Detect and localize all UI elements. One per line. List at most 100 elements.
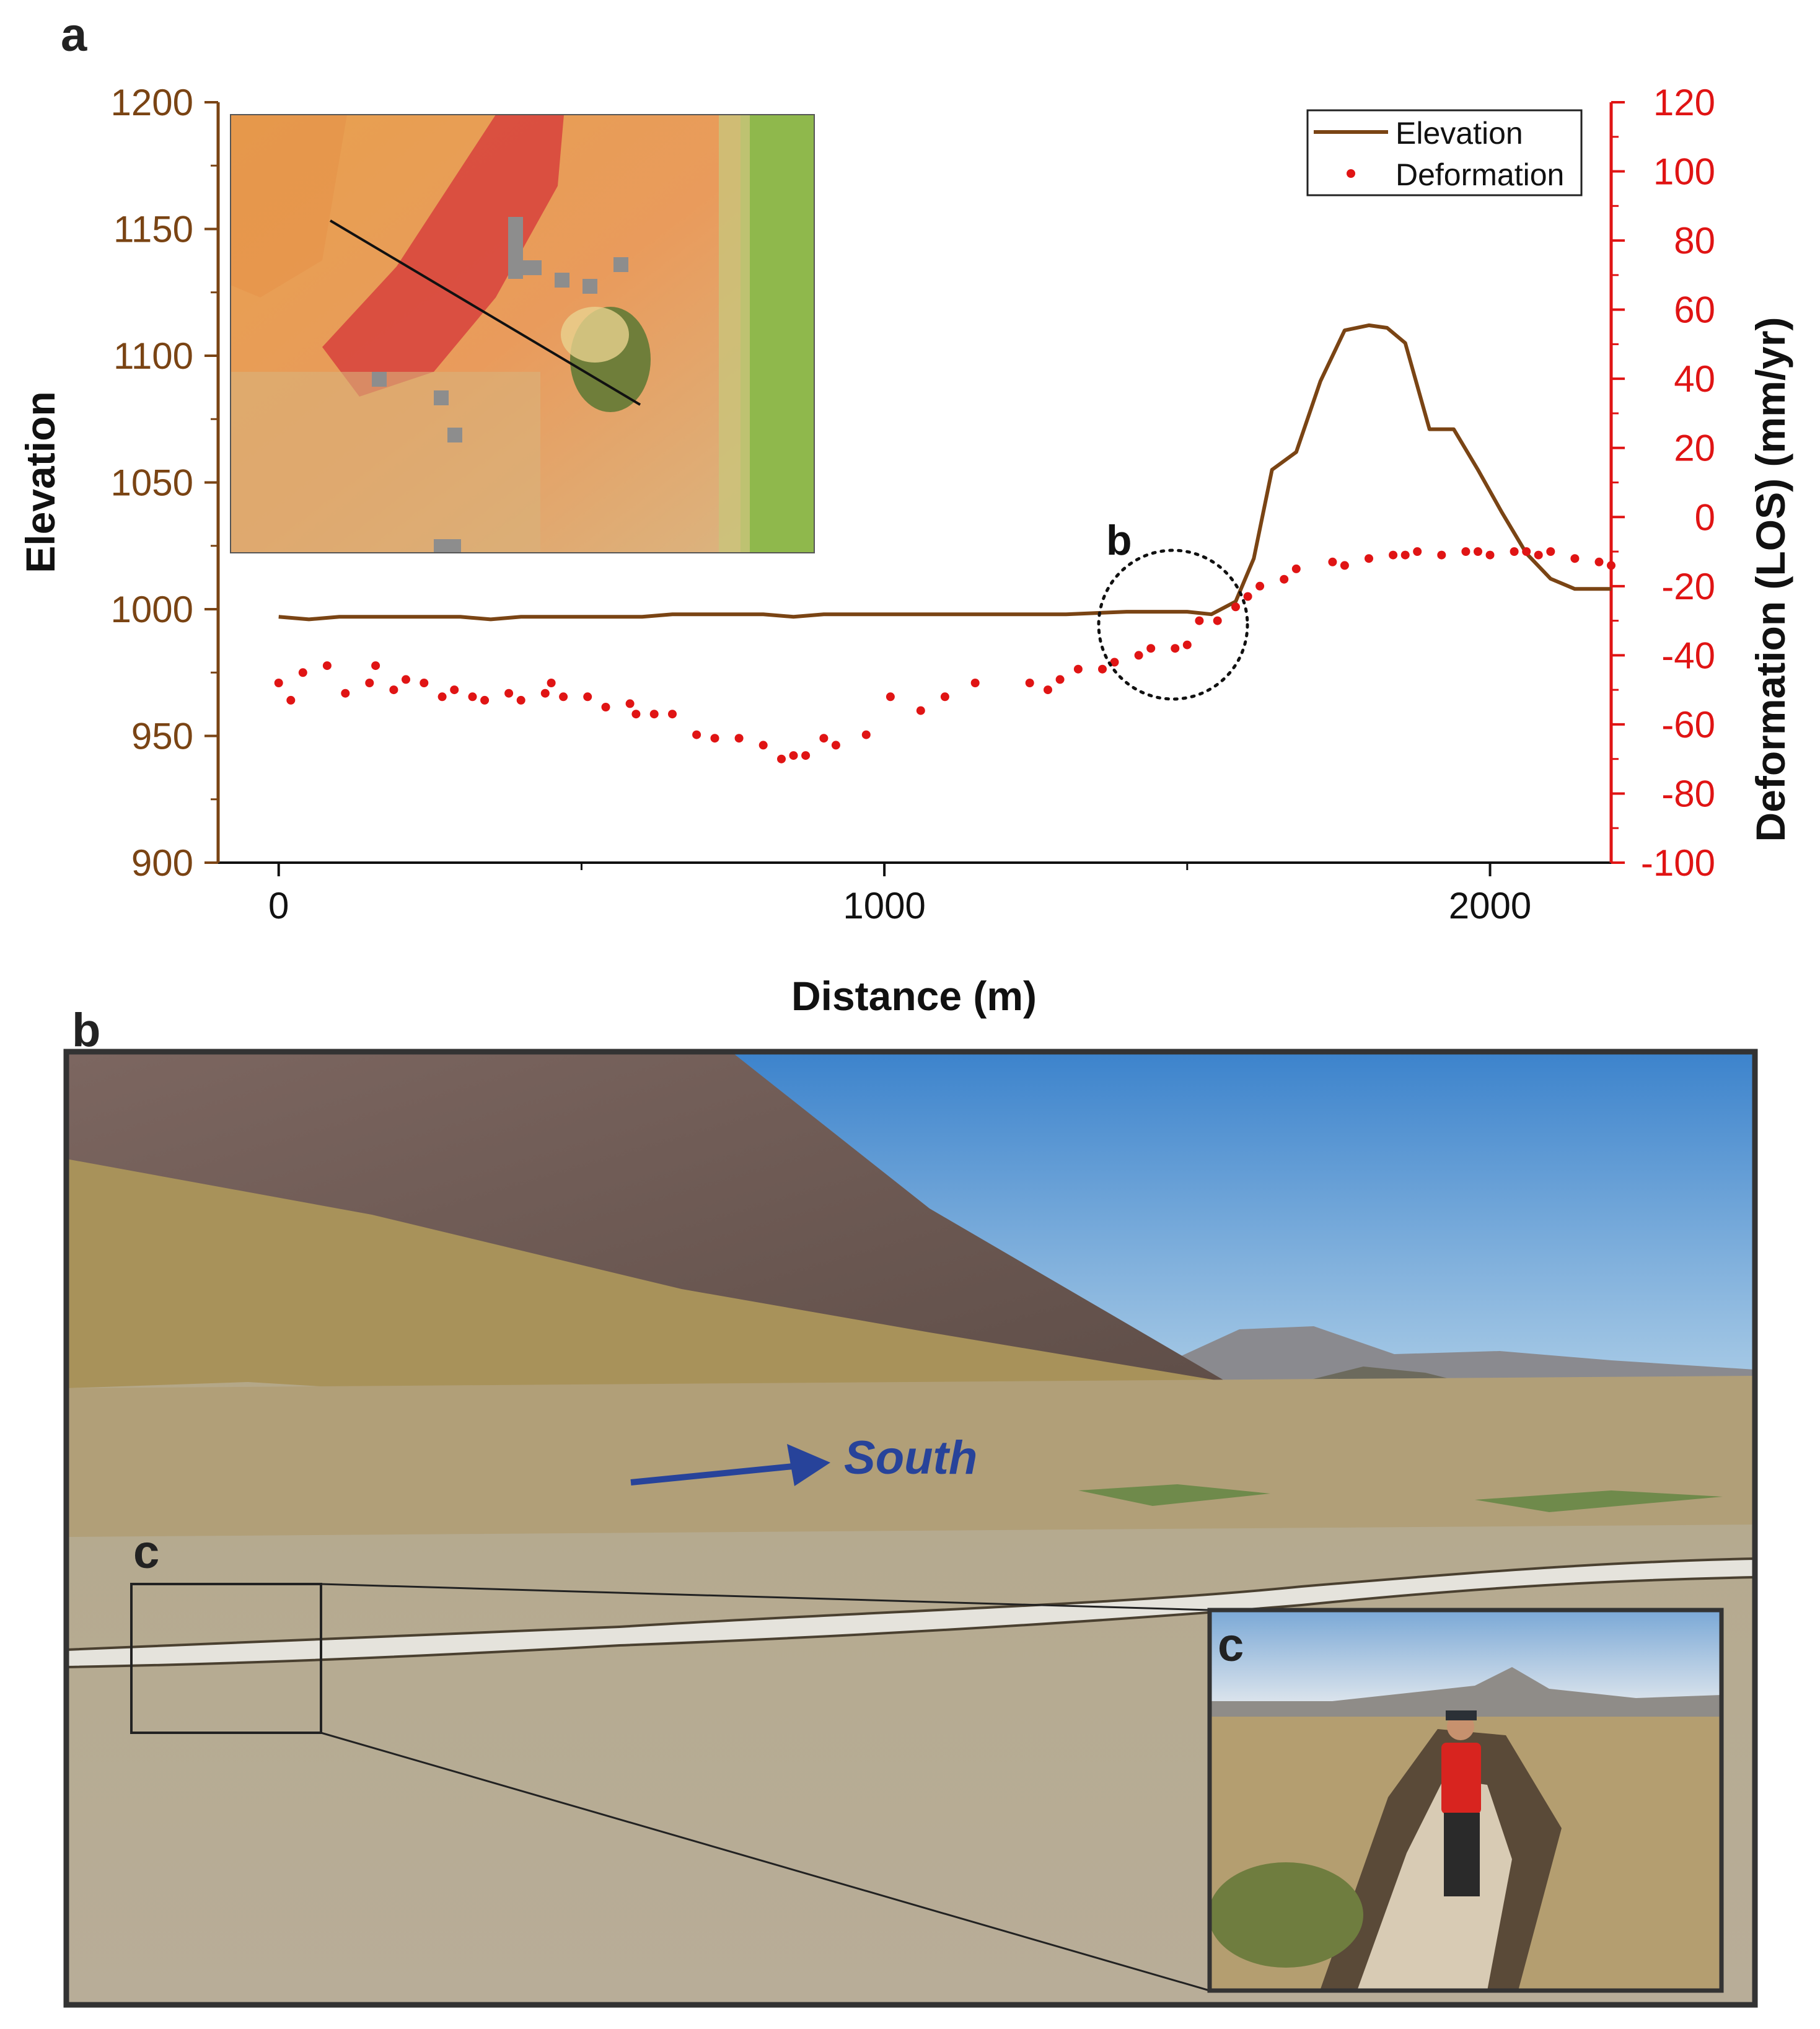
deformation-point xyxy=(322,661,332,671)
deformation-point xyxy=(1171,644,1180,653)
deformation-point xyxy=(1522,547,1531,556)
deformation-point xyxy=(274,679,283,687)
deformation-point xyxy=(777,754,786,764)
south-arrow xyxy=(630,1444,830,1486)
x-tick-label: 0 xyxy=(268,885,289,926)
deformation-point xyxy=(1594,557,1604,566)
deformation-point xyxy=(583,692,592,702)
deformation-point xyxy=(819,734,829,743)
deformation-point xyxy=(468,692,477,702)
deformation-point xyxy=(371,661,380,671)
deformation-point xyxy=(365,679,374,687)
deformation-point xyxy=(298,668,307,677)
deformation-point xyxy=(631,710,641,719)
deformation-point xyxy=(1280,574,1289,584)
x-axis-title: Distance (m) xyxy=(791,973,1037,1019)
deformation-point xyxy=(504,689,514,698)
deformation-point xyxy=(831,741,840,750)
deformation-point xyxy=(540,689,550,698)
deformation-point xyxy=(668,710,677,719)
legend-deformation-swatch xyxy=(1347,169,1355,178)
x-tick-label: 2000 xyxy=(1449,885,1531,926)
elevation-line xyxy=(278,323,1611,622)
deformation-point xyxy=(710,734,719,743)
deformation-point xyxy=(1365,554,1373,563)
y-tick-label: 900 xyxy=(131,842,193,884)
legend-deformation-label: Deformation xyxy=(1396,157,1564,192)
leader-line-top xyxy=(320,1583,1210,1611)
y2-tick-label: 0 xyxy=(1695,496,1715,538)
inset-photo-label-c: c xyxy=(1218,1619,1244,1671)
marker-label-b: b xyxy=(1106,517,1132,564)
zoom-box-label-c: c xyxy=(133,1526,159,1578)
deformation-point xyxy=(450,685,459,695)
panel-label-a: a xyxy=(61,9,87,61)
y2-tick-label: -100 xyxy=(1641,842,1715,884)
deformation-point xyxy=(649,710,659,719)
deformation-point xyxy=(341,689,350,698)
deformation-point xyxy=(861,730,871,739)
deformation-point xyxy=(1437,550,1446,560)
chart-axes: 0 1000 200090095010001050110011501200-100-… xyxy=(111,82,1715,926)
y-tick-label: 1200 xyxy=(111,82,193,123)
y-tick-label: 1050 xyxy=(111,462,193,504)
y-tick-label: 950 xyxy=(131,716,193,757)
deformation-point xyxy=(1231,602,1240,612)
deformation-point xyxy=(1213,616,1222,625)
deformation-point xyxy=(1098,664,1107,674)
deformation-point xyxy=(1110,658,1119,667)
deformation-point xyxy=(437,692,447,702)
deformation-point xyxy=(1146,644,1156,653)
deformation-point xyxy=(1328,557,1337,566)
deformation-point xyxy=(1607,561,1616,570)
y-tick-label: 1000 xyxy=(111,589,193,630)
deformation-point xyxy=(1243,592,1252,601)
y2-tick-label: -60 xyxy=(1661,704,1715,746)
y-tick-label: 1150 xyxy=(113,209,193,250)
deformation-point xyxy=(1534,550,1543,560)
deformation-point xyxy=(601,703,610,711)
deformation-point xyxy=(940,692,949,702)
legend-elevation-label: Elevation xyxy=(1396,116,1523,151)
leader-line-bottom xyxy=(320,1732,1210,1992)
deformation-point xyxy=(1546,547,1555,556)
y2-tick-label: -20 xyxy=(1661,566,1715,607)
deformation-point xyxy=(389,685,398,695)
y2-tick-label: 60 xyxy=(1674,289,1715,331)
y2-tick-label: 100 xyxy=(1653,151,1715,193)
legend-box xyxy=(1306,109,1583,196)
y-axis-title: Elevation xyxy=(17,391,63,573)
deformation-point xyxy=(886,692,895,702)
deformation-point xyxy=(1291,564,1301,573)
zoom-box-c xyxy=(130,1583,322,1734)
deformation-point xyxy=(789,751,798,760)
deformation-point xyxy=(1134,651,1143,660)
deformation-point xyxy=(1025,679,1034,687)
deformation-point xyxy=(625,699,635,708)
deformation-point xyxy=(1461,547,1471,556)
deformation-point xyxy=(1073,664,1083,674)
deformation-point xyxy=(758,741,768,750)
deformation-point xyxy=(692,730,701,739)
panel-label-b: b xyxy=(72,1004,100,1057)
deformation-point xyxy=(734,734,744,743)
y2-tick-label: -40 xyxy=(1661,635,1715,676)
deformation-point xyxy=(801,751,811,760)
chart-series xyxy=(274,323,1616,764)
y2-axis-title: Deformation (LOS) (mm/yr) xyxy=(1747,317,1793,842)
deformation-point xyxy=(1510,547,1519,556)
deformation-point xyxy=(480,695,490,705)
deformation-point xyxy=(1570,554,1580,563)
deformation-point xyxy=(286,695,296,705)
deformation-point xyxy=(916,706,925,715)
inset-photo-c xyxy=(1207,1608,1724,1993)
deformation-point xyxy=(1044,685,1052,695)
deformation-point xyxy=(1400,550,1410,560)
y2-tick-label: 80 xyxy=(1674,220,1715,262)
y2-tick-label: -80 xyxy=(1661,773,1715,814)
y-tick-label: 1100 xyxy=(113,335,193,377)
deformation-point xyxy=(1389,550,1398,560)
deformation-point xyxy=(1195,616,1204,625)
